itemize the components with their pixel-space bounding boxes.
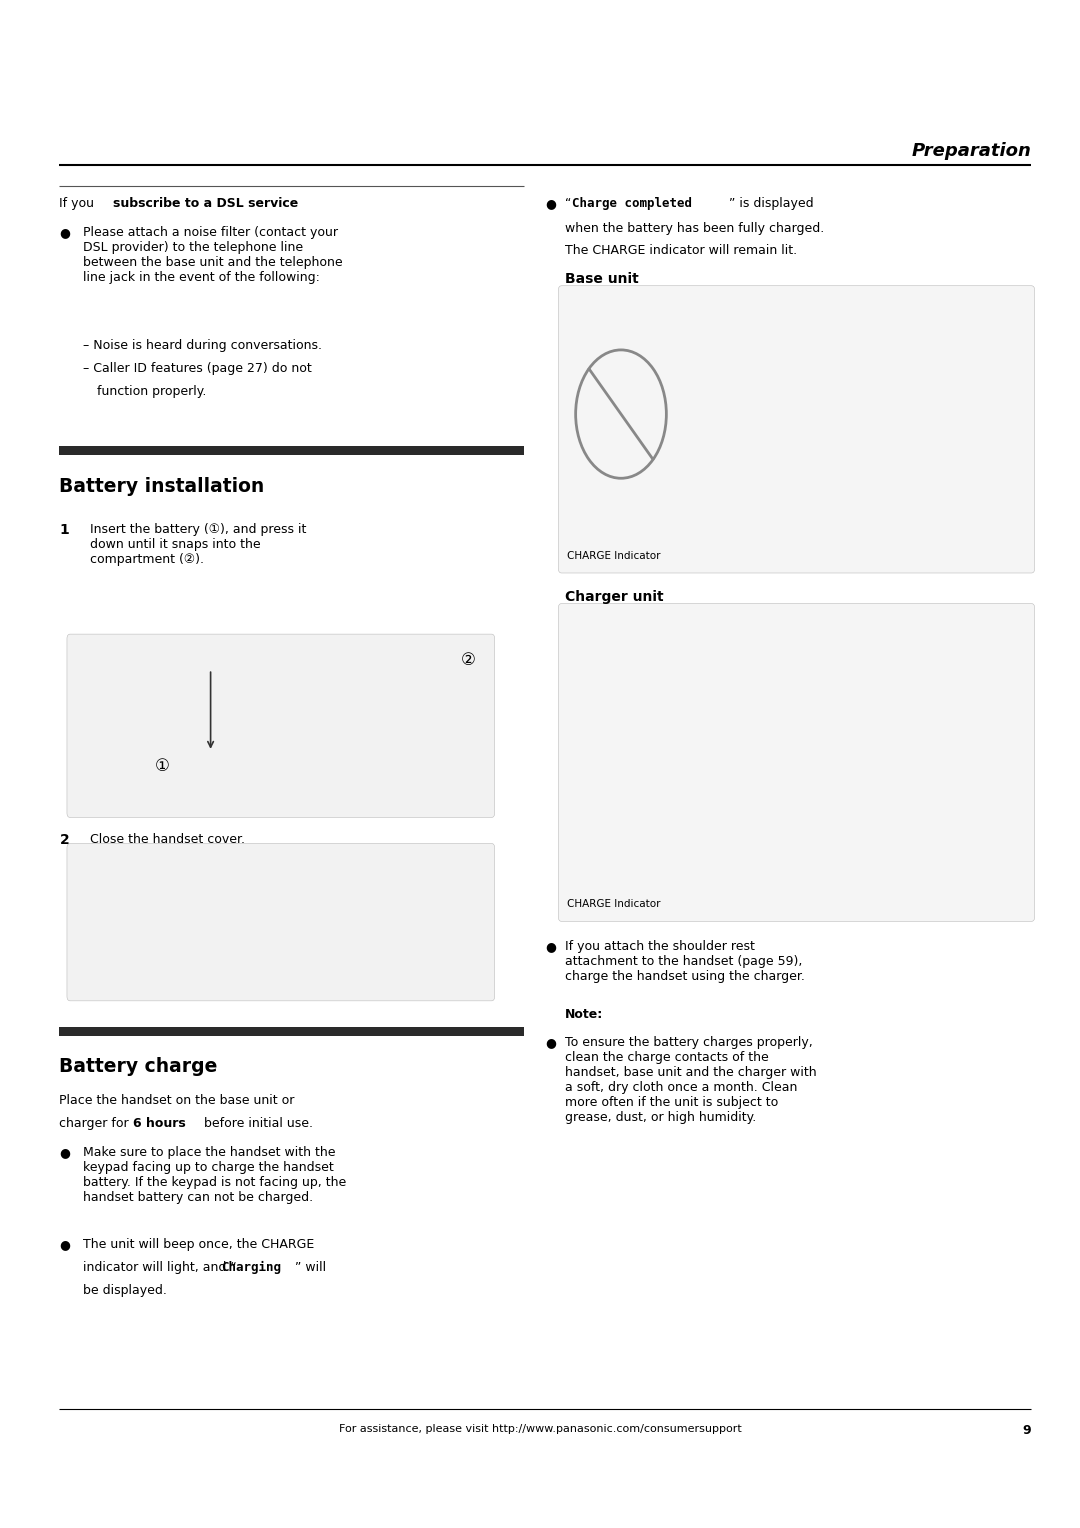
Text: charger for: charger for [59, 1117, 133, 1131]
FancyBboxPatch shape [558, 604, 1035, 921]
Text: be displayed.: be displayed. [83, 1284, 167, 1297]
Text: Place the handset on the base unit or: Place the handset on the base unit or [59, 1094, 295, 1108]
Text: Preparation: Preparation [912, 142, 1031, 160]
Text: Charging: Charging [221, 1261, 282, 1274]
Text: For assistance, please visit http://www.panasonic.com/consumersupport: For assistance, please visit http://www.… [339, 1424, 741, 1435]
Text: CHARGE Indicator: CHARGE Indicator [567, 898, 661, 909]
Text: ●: ● [545, 940, 556, 953]
Bar [59, 446, 524, 455]
FancyBboxPatch shape [558, 286, 1035, 573]
Text: when the battery has been fully charged.: when the battery has been fully charged. [565, 222, 824, 235]
Text: 2: 2 [59, 833, 69, 847]
Text: function properly.: function properly. [97, 385, 206, 399]
Text: – Caller ID features (page 27) do not: – Caller ID features (page 27) do not [83, 362, 312, 376]
Text: If you attach the shoulder rest
attachment to the handset (page 59),
charge the : If you attach the shoulder rest attachme… [565, 940, 805, 983]
Text: Make sure to place the handset with the
keypad facing up to charge the handset
b: Make sure to place the handset with the … [83, 1146, 347, 1204]
Text: ●: ● [59, 226, 70, 240]
Text: 6 hours: 6 hours [133, 1117, 186, 1131]
Text: before initial use.: before initial use. [200, 1117, 313, 1131]
Text: – Noise is heard during conversations.: – Noise is heard during conversations. [83, 339, 322, 353]
Text: The CHARGE indicator will remain lit.: The CHARGE indicator will remain lit. [565, 244, 797, 258]
Text: To ensure the battery charges properly,
clean the charge contacts of the
handset: To ensure the battery charges properly, … [565, 1036, 816, 1125]
Text: “: “ [565, 197, 571, 211]
Text: ●: ● [59, 1238, 70, 1251]
Text: Charge completed: Charge completed [572, 197, 692, 211]
Text: subscribe to a DSL service: subscribe to a DSL service [113, 197, 299, 211]
Text: Battery installation: Battery installation [59, 477, 265, 495]
Text: ①: ① [154, 756, 170, 775]
Text: 1: 1 [59, 523, 69, 536]
Text: indicator will light, and “: indicator will light, and “ [83, 1261, 237, 1274]
Text: Charger unit: Charger unit [565, 590, 663, 604]
Text: Close the handset cover.: Close the handset cover. [90, 833, 245, 847]
Text: ” is displayed: ” is displayed [729, 197, 813, 211]
Text: The unit will beep once, the CHARGE: The unit will beep once, the CHARGE [83, 1238, 314, 1251]
Text: If you: If you [59, 197, 98, 211]
Text: ②: ② [460, 651, 475, 669]
FancyBboxPatch shape [67, 634, 495, 817]
Text: Note:: Note: [565, 1008, 603, 1022]
Text: ●: ● [545, 197, 556, 211]
Bar [59, 1027, 524, 1036]
Text: Battery charge: Battery charge [59, 1057, 218, 1076]
FancyBboxPatch shape [67, 843, 495, 1001]
Text: 9: 9 [1023, 1424, 1031, 1438]
Text: ●: ● [545, 1036, 556, 1050]
Text: Base unit: Base unit [565, 272, 638, 286]
Text: CHARGE Indicator: CHARGE Indicator [567, 550, 661, 561]
Text: Insert the battery (①), and press it
down until it snaps into the
compartment (②: Insert the battery (①), and press it dow… [90, 523, 306, 565]
Text: ●: ● [59, 1146, 70, 1160]
Text: Please attach a noise filter (contact your
DSL provider) to the telephone line
b: Please attach a noise filter (contact yo… [83, 226, 342, 284]
Text: ” will: ” will [295, 1261, 326, 1274]
